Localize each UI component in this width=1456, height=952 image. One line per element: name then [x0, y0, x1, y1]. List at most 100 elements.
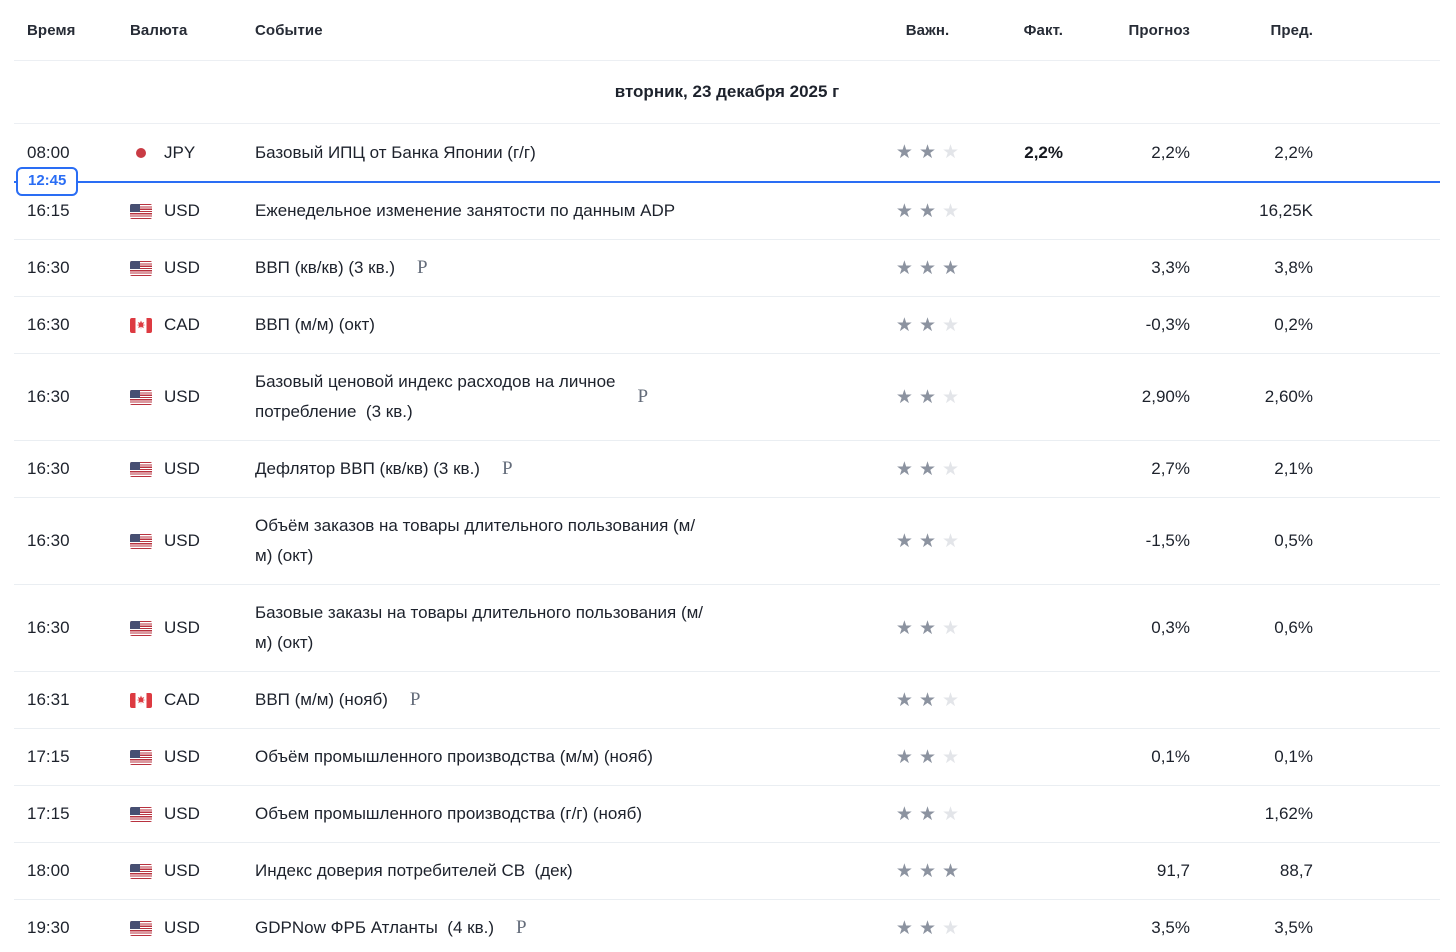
currency-code: USD	[164, 747, 200, 766]
event-currency: USD	[130, 201, 255, 221]
forecast-value: -1,5%	[1145, 531, 1190, 550]
column-header-event[interactable]: Событие	[255, 21, 323, 39]
event-title[interactable]: Еженедельное изменение занятости по данн…	[255, 201, 676, 220]
event-title[interactable]: Объём заказов на товары длительного поль…	[255, 516, 696, 565]
star-icon: ★	[895, 257, 913, 279]
star-icon: ★	[942, 917, 960, 939]
star-icon: ★	[942, 617, 960, 639]
star-icon: ★	[918, 458, 937, 480]
forecast-value: 91,7	[1156, 861, 1190, 880]
event-title[interactable]: Дефлятор ВВП (кв/кв) (3 кв.)	[255, 459, 480, 478]
currency-code: USD	[164, 531, 200, 550]
event-row[interactable]: 16:30 CAD ВВП (м/м) (окт) ★ ★ ★ -0,3% 0,2%	[14, 297, 1440, 354]
previous-value: 3,8%	[1274, 258, 1313, 277]
star-icon: ★	[918, 689, 937, 711]
event-name[interactable]: Базовый ценовой индекс расходов на лично…	[255, 367, 870, 427]
preliminary-icon: P	[409, 689, 421, 710]
event-name[interactable]: ВВП (м/м) (окт)	[255, 310, 870, 340]
event-title[interactable]: Базовый ИПЦ от Банка Японии (г/г)	[255, 142, 536, 162]
event-name[interactable]: Базовый ИПЦ от Банка Японии (г/г)	[255, 138, 870, 168]
event-title[interactable]: ВВП (м/м) (нояб)	[255, 690, 388, 709]
event-row[interactable]: 16:30 USD Базовый ценовой индекс расходо…	[14, 354, 1440, 441]
currency-code: USD	[164, 459, 200, 478]
us-flag-icon	[130, 863, 152, 879]
event-name[interactable]: Объём заказов на товары длительного поль…	[255, 511, 870, 571]
importance-stars: ★ ★ ★	[870, 200, 985, 223]
event-name[interactable]: Индекс доверия потребителей CB (дек)	[255, 856, 870, 886]
star-icon: ★	[918, 917, 937, 939]
star-icon: ★	[895, 617, 913, 639]
event-time: 17:15	[27, 804, 70, 823]
event-row[interactable]: 19:30 USD GDPNow ФРБ Атланты (4 кв.) P ★…	[14, 900, 1440, 952]
event-name[interactable]: ВВП (м/м) (нояб) P	[255, 685, 870, 715]
event-row[interactable]: 08:00 JPY Базовый ИПЦ от Банка Японии (г…	[14, 124, 1440, 181]
event-row[interactable]: 16:15 USD Еженедельное изменение занятос…	[14, 183, 1440, 240]
star-icon: ★	[895, 386, 913, 408]
event-title[interactable]: ВВП (м/м) (окт)	[255, 315, 375, 334]
event-title[interactable]: Объем промышленного производства (г/г) (…	[255, 804, 642, 823]
column-header-previous[interactable]: Пред.	[1270, 21, 1313, 39]
currency-code: USD	[164, 918, 200, 937]
event-row[interactable]: 17:15 USD Объем промышленного производст…	[14, 786, 1440, 843]
column-header-currency[interactable]: Валюта	[130, 21, 188, 39]
event-name[interactable]: Базовые заказы на товары длительного пол…	[255, 598, 870, 658]
forecast-value: 0,1%	[1151, 747, 1190, 766]
currency-code: CAD	[164, 315, 200, 334]
event-time: 16:30	[27, 531, 70, 550]
event-name[interactable]: Еженедельное изменение занятости по данн…	[255, 196, 870, 226]
star-icon: ★	[895, 917, 913, 939]
currency-code: CAD	[164, 690, 200, 709]
forecast-value: 3,5%	[1151, 918, 1190, 937]
event-currency: USD	[130, 804, 255, 824]
event-row[interactable]: 16:30 USD Базовые заказы на товары длите…	[14, 585, 1440, 672]
star-icon: ★	[942, 860, 960, 882]
star-icon: ★	[918, 314, 937, 336]
event-row[interactable]: 17:15 USD Объём промышленного производст…	[14, 729, 1440, 786]
star-icon: ★	[918, 860, 937, 882]
event-currency: JPY	[130, 143, 255, 163]
star-icon: ★	[942, 142, 960, 163]
event-time: 16:15	[27, 201, 70, 220]
event-name[interactable]: GDPNow ФРБ Атланты (4 кв.) P	[255, 913, 870, 943]
event-row[interactable]: 16:30 USD Дефлятор ВВП (кв/кв) (3 кв.) P…	[14, 441, 1440, 498]
star-icon: ★	[895, 746, 913, 768]
event-currency: USD	[130, 387, 255, 407]
event-row[interactable]: 16:30 USD ВВП (кв/кв) (3 кв.) P ★ ★ ★ 3,3%…	[14, 240, 1440, 297]
event-name[interactable]: ВВП (кв/кв) (3 кв.) P	[255, 253, 870, 283]
event-row[interactable]: 16:31 CAD ВВП (м/м) (нояб) P ★ ★ ★	[14, 672, 1440, 729]
currency-code: USD	[164, 201, 200, 220]
current-time-marker: 12:45	[14, 167, 1440, 196]
us-flag-icon	[130, 749, 152, 765]
event-currency: USD	[130, 918, 255, 938]
us-flag-icon	[130, 806, 152, 822]
event-currency: USD	[130, 459, 255, 479]
star-icon: ★	[895, 530, 913, 552]
preliminary-icon: P	[637, 386, 649, 407]
event-title[interactable]: ВВП (кв/кв) (3 кв.)	[255, 258, 396, 277]
event-title[interactable]: Объём промышленного производства (м/м) (…	[255, 747, 653, 766]
previous-value: 3,5%	[1274, 918, 1313, 937]
event-name[interactable]: Объем промышленного производства (г/г) (…	[255, 799, 870, 829]
importance-stars: ★ ★ ★	[870, 803, 985, 826]
event-row[interactable]: 18:00 USD Индекс доверия потребителей CB…	[14, 843, 1440, 900]
column-header-actual[interactable]: Факт.	[1023, 21, 1063, 39]
event-row[interactable]: 16:30 USD Объём заказов на товары длител…	[14, 498, 1440, 585]
date-header-row: вторник, 23 декабря 2025 г	[14, 61, 1440, 124]
column-header-importance[interactable]: Важн.	[905, 21, 950, 39]
us-flag-icon	[130, 203, 152, 219]
forecast-value: 0,3%	[1151, 618, 1190, 637]
star-icon: ★	[942, 746, 960, 768]
event-time: 16:31	[27, 690, 70, 709]
event-title[interactable]: GDPNow ФРБ Атланты (4 кв.)	[255, 918, 494, 937]
column-header-forecast[interactable]: Прогноз	[1128, 21, 1190, 39]
column-header-time[interactable]: Время	[27, 21, 76, 39]
event-name[interactable]: Дефлятор ВВП (кв/кв) (3 кв.) P	[255, 454, 870, 484]
event-title[interactable]: Базовые заказы на товары длительного пол…	[255, 603, 704, 652]
event-title[interactable]: Базовый ценовой индекс расходов на лично…	[255, 372, 616, 421]
actual-value: 2,2%	[1024, 142, 1063, 162]
event-title[interactable]: Индекс доверия потребителей CB (дек)	[255, 861, 573, 880]
star-icon: ★	[895, 458, 913, 480]
date-header-label: вторник, 23 декабря 2025 г	[614, 82, 840, 101]
event-name[interactable]: Объём промышленного производства (м/м) (…	[255, 742, 870, 772]
